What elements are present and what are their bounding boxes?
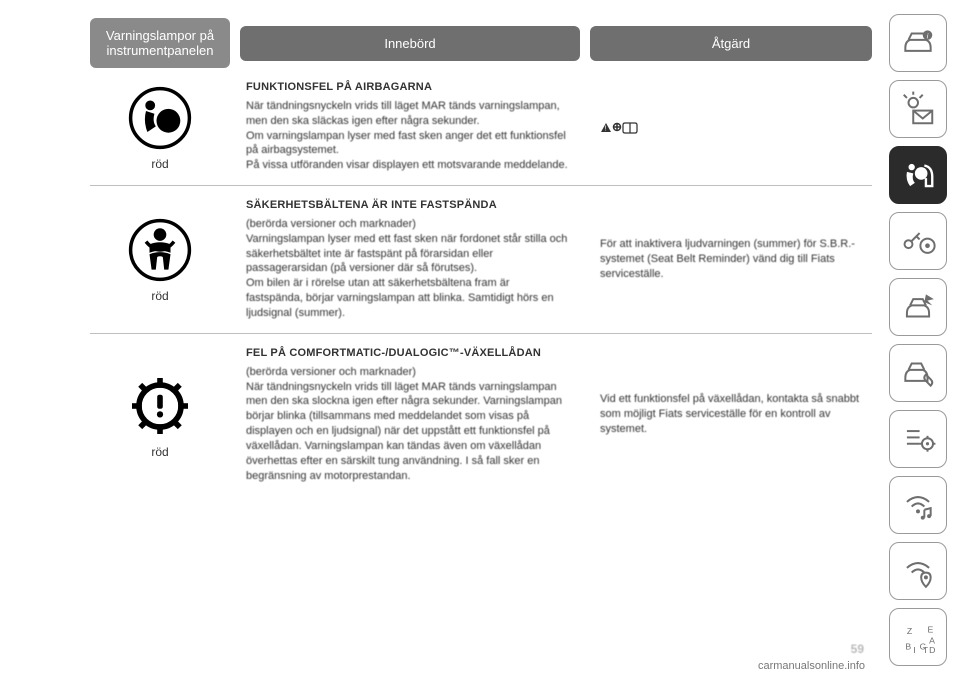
- header-col-3: Åtgärd: [590, 26, 872, 61]
- wifi-music-icon[interactable]: [889, 476, 947, 534]
- warning-book-icon: !: [600, 113, 644, 140]
- icon-label: röd: [96, 445, 224, 459]
- header-col-1-line1: Varningslampor på: [106, 28, 214, 43]
- action-text: Vid ett funktionsfel på växellådan, kont…: [600, 392, 862, 437]
- svg-text:I: I: [913, 645, 915, 655]
- table-row: röd FEL PÅ COMFORTMATIC-/DUALOGIC™-VÄXEL…: [90, 333, 872, 495]
- svg-text:B: B: [905, 642, 911, 652]
- warning-table: Varningslampor på instrumentpanelen Inne…: [90, 18, 872, 495]
- page-number: 59: [851, 642, 864, 656]
- svg-text:T: T: [923, 645, 929, 655]
- car-info-icon[interactable]: i: [889, 14, 947, 72]
- car-wrench-icon[interactable]: [889, 344, 947, 402]
- key-steering-icon[interactable]: [889, 212, 947, 270]
- airbag-seat-icon[interactable]: [889, 146, 947, 204]
- meaning-title: FEL PÅ COMFORTMATIC-/DUALOGIC™-VÄXELLÅDA…: [246, 346, 568, 361]
- meaning-title: SÄKERHETSBÄLTENA ÄR INTE FASTSPÄNDA: [246, 198, 568, 213]
- svg-text:Z: Z: [907, 626, 913, 636]
- meaning-body: (berörda versioner och marknader) När tä…: [246, 365, 568, 484]
- light-mail-icon[interactable]: [889, 80, 947, 138]
- meaning-body: När tändningsnyckeln vrids till läget MA…: [246, 99, 568, 173]
- gear-warning-icon: [125, 371, 195, 441]
- nav-pin-icon[interactable]: [889, 542, 947, 600]
- table-row: röd FUNKTIONSFEL PÅ AIRBAGARNA När tändn…: [90, 68, 872, 186]
- icon-label: röd: [96, 289, 224, 303]
- footer-site: carmanualsonline.info: [758, 660, 865, 672]
- table-header-row: Varningslampor på instrumentpanelen Inne…: [90, 18, 872, 68]
- icon-label: röd: [96, 157, 224, 171]
- settings-list-icon[interactable]: [889, 410, 947, 468]
- header-col-1: Varningslampor på instrumentpanelen: [90, 18, 230, 68]
- seatbelt-icon: [125, 215, 195, 285]
- svg-text:!: !: [605, 126, 607, 133]
- header-col-2: Innebörd: [240, 26, 580, 61]
- car-crash-icon[interactable]: [889, 278, 947, 336]
- svg-text:A: A: [929, 635, 935, 645]
- airbag-icon: [125, 83, 195, 153]
- alphabet-icon[interactable]: ZEBADICT: [889, 608, 947, 666]
- svg-text:D: D: [929, 645, 935, 655]
- table-row: röd SÄKERHETSBÄLTENA ÄR INTE FASTSPÄNDA …: [90, 186, 872, 334]
- svg-text:E: E: [928, 624, 934, 634]
- sidebar: i ZEBADICT: [886, 0, 960, 678]
- meaning-body: (berörda versioner och marknader) Varnin…: [246, 217, 568, 321]
- content-area: Varningslampor på instrumentpanelen Inne…: [0, 0, 886, 678]
- meaning-title: FUNKTIONSFEL PÅ AIRBAGARNA: [246, 80, 568, 95]
- action-text: För att inaktivera ljudvarningen (summer…: [600, 237, 862, 282]
- header-col-1-line2: instrumentpanelen: [107, 43, 214, 58]
